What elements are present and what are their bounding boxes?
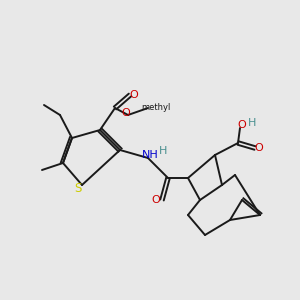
Text: methyl: methyl [141,103,171,112]
Text: H: H [248,118,256,128]
Text: O: O [122,108,130,118]
Text: O: O [255,143,263,153]
Text: NH: NH [142,150,158,160]
Text: O: O [152,195,160,205]
Text: O: O [238,120,246,130]
Text: S: S [74,182,82,194]
Text: H: H [159,146,167,156]
Text: O: O [130,90,138,100]
